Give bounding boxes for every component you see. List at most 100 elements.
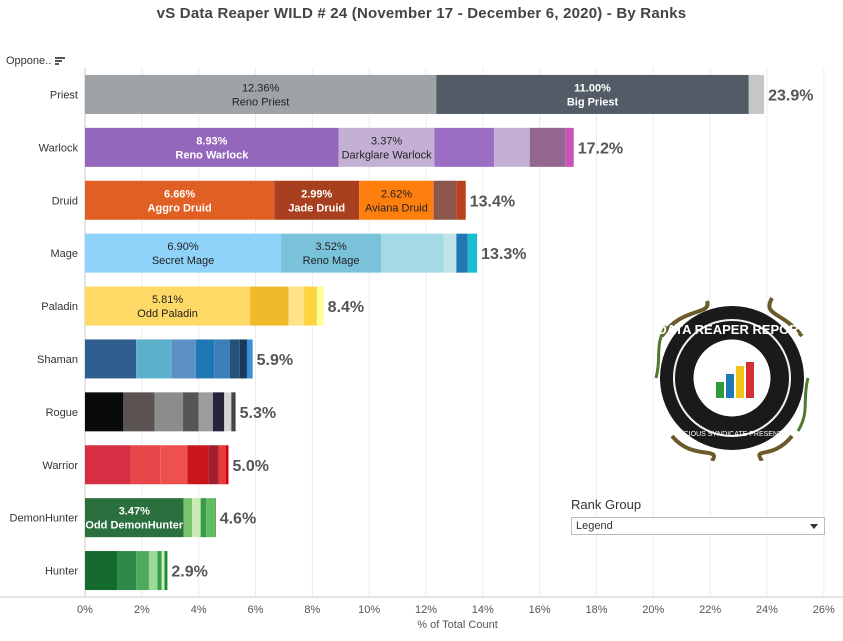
bar-segment[interactable] — [229, 339, 240, 379]
bar-segment[interactable] — [218, 445, 226, 485]
category-label[interactable]: Priest — [50, 89, 78, 101]
category-label[interactable]: Hunter — [45, 566, 78, 578]
bar-segment[interactable] — [338, 127, 435, 167]
category-label[interactable]: Rogue — [46, 407, 78, 419]
bar-segment[interactable] — [443, 233, 457, 273]
chevron-down-icon[interactable] — [810, 524, 818, 529]
bar-segment[interactable] — [85, 233, 282, 273]
bar-total-label: 2.9% — [171, 564, 207, 581]
bar-segment[interactable] — [208, 445, 219, 485]
bar-segment[interactable] — [85, 180, 275, 220]
bar-segment[interactable] — [304, 286, 317, 326]
bar-segment[interactable] — [85, 551, 118, 591]
bar-segment[interactable] — [281, 233, 382, 273]
category-label[interactable]: Mage — [50, 248, 78, 260]
bar-segment[interactable] — [85, 286, 251, 326]
category-label[interactable]: Warrior — [42, 460, 78, 472]
segment-archetype-label: Aviana Druid — [365, 202, 428, 214]
category-label[interactable]: Paladin — [41, 301, 78, 313]
bar-segment[interactable] — [117, 551, 137, 591]
bar-segment[interactable] — [239, 339, 247, 379]
bar-segment[interactable] — [274, 180, 360, 220]
x-tick-label: 18% — [585, 604, 607, 616]
bar-segment[interactable] — [164, 551, 168, 591]
bar-segment[interactable] — [214, 339, 230, 379]
bar-segment[interactable] — [187, 445, 209, 485]
bar-segment[interactable] — [198, 392, 213, 432]
bar-segment[interactable] — [456, 180, 466, 220]
bar-segment[interactable] — [195, 339, 215, 379]
segment-archetype-label: Jade Druid — [288, 202, 345, 214]
rank-group-selected: Legend — [576, 520, 613, 532]
bar-segment[interactable] — [148, 551, 158, 591]
bar-segment[interactable] — [160, 445, 188, 485]
chart-title: vS Data Reaper WILD # 24 (November 17 - … — [156, 5, 687, 22]
bar-segment[interactable] — [85, 392, 124, 432]
bar-segment[interactable] — [224, 392, 232, 432]
bar-segment[interactable] — [183, 498, 193, 538]
bar-segment[interactable] — [250, 286, 289, 326]
x-tick-label: 2% — [134, 604, 150, 616]
bar-segment[interactable] — [85, 127, 339, 167]
bar-segment[interactable] — [436, 74, 749, 114]
bar-segment[interactable] — [748, 74, 765, 114]
segment-percent-label: 11.00% — [574, 82, 611, 94]
bar-segment[interactable] — [434, 127, 495, 167]
segment-percent-label: 5.81% — [152, 294, 183, 306]
bar-segment[interactable] — [456, 233, 468, 273]
category-label[interactable]: DemonHunter — [10, 513, 79, 525]
bar-total-label: 13.3% — [481, 246, 526, 263]
bar-segment[interactable] — [154, 392, 184, 432]
segment-archetype-label: Odd DemonHunter — [85, 520, 183, 532]
bar-segment[interactable] — [359, 180, 434, 220]
segment-percent-label: 8.93% — [196, 135, 227, 147]
bar-segment[interactable] — [288, 286, 305, 326]
bar-segment[interactable] — [161, 551, 165, 591]
bar-segment[interactable] — [85, 74, 437, 114]
x-tick-label: 4% — [191, 604, 207, 616]
category-label[interactable]: Shaman — [37, 354, 78, 366]
bar-segment[interactable] — [85, 339, 137, 379]
bar-segment[interactable] — [214, 498, 216, 538]
x-tick-label: 10% — [358, 604, 380, 616]
bar-total-label: 5.3% — [240, 405, 276, 422]
bar-total-label: 5.0% — [232, 458, 268, 475]
rank-group-filter: Rank Group Legend — [571, 497, 825, 535]
rank-group-dropdown[interactable]: Legend — [571, 517, 825, 535]
bar-segment[interactable] — [200, 498, 207, 538]
bar-segment[interactable] — [183, 392, 199, 432]
bar-segment[interactable] — [206, 498, 215, 538]
bar-segment[interactable] — [381, 233, 444, 273]
bar-segment[interactable] — [136, 551, 149, 591]
segment-archetype-label: Reno Mage — [303, 255, 360, 267]
bar-segment[interactable] — [85, 498, 184, 538]
x-tick-label: 14% — [472, 604, 494, 616]
bar-segment[interactable] — [157, 551, 162, 591]
segment-archetype-label: Reno Warlock — [175, 149, 249, 161]
bar-segment[interactable] — [123, 392, 155, 432]
x-tick-label: 12% — [415, 604, 437, 616]
bar-segment[interactable] — [136, 339, 172, 379]
bar-segment[interactable] — [171, 339, 196, 379]
segment-archetype-label: Aggro Druid — [148, 202, 212, 214]
opponent-sort-header[interactable]: Oppone.. — [6, 55, 66, 67]
bar-segment[interactable] — [212, 392, 225, 432]
sort-icon[interactable] — [55, 57, 66, 65]
bar-segment[interactable] — [192, 498, 201, 538]
bar-segment[interactable] — [433, 180, 457, 220]
bar-segment[interactable] — [85, 445, 131, 485]
category-label[interactable]: Druid — [52, 195, 78, 207]
bar-segment[interactable] — [316, 286, 324, 326]
category-label[interactable]: Warlock — [39, 142, 79, 154]
bar-segment[interactable] — [494, 127, 530, 167]
bar-segment[interactable] — [565, 127, 574, 167]
bar-segment[interactable] — [130, 445, 161, 485]
bar-segment[interactable] — [529, 127, 566, 167]
bar-segment[interactable] — [467, 233, 478, 273]
bar-segment[interactable] — [225, 445, 229, 485]
bar-segment[interactable] — [246, 339, 253, 379]
x-tick-label: 24% — [756, 604, 778, 616]
bar-segment[interactable] — [231, 392, 236, 432]
x-tick-label: 6% — [248, 604, 264, 616]
